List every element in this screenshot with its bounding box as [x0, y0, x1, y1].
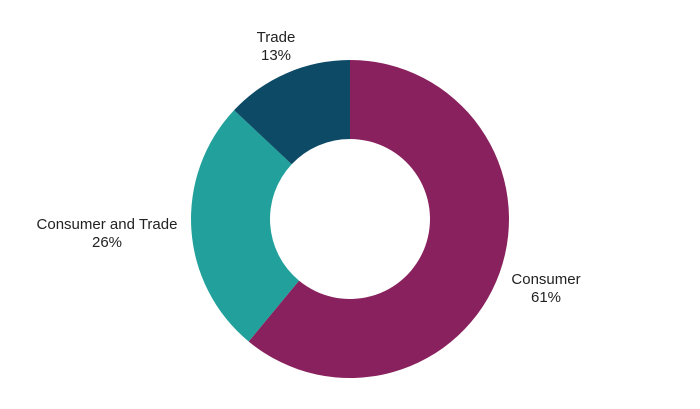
slice-consumer-and-trade — [191, 110, 300, 342]
label-consumer-and-trade-value: 26% — [91, 234, 123, 251]
label-consumer-value: 61% — [530, 289, 562, 306]
slice-trade — [234, 60, 350, 165]
label-trade-value: 13% — [260, 47, 292, 64]
label-trade: Trade 13% — [257, 29, 296, 65]
label-consumer: Consumer 61% — [511, 271, 580, 307]
label-consumer-name: Consumer — [511, 271, 581, 288]
label-trade-name: Trade — [256, 29, 296, 46]
label-consumer-and-trade: Consumer and Trade 26% — [37, 216, 178, 252]
slice-consumer — [248, 60, 510, 378]
label-consumer-and-trade-name: Consumer and Trade — [36, 216, 178, 233]
